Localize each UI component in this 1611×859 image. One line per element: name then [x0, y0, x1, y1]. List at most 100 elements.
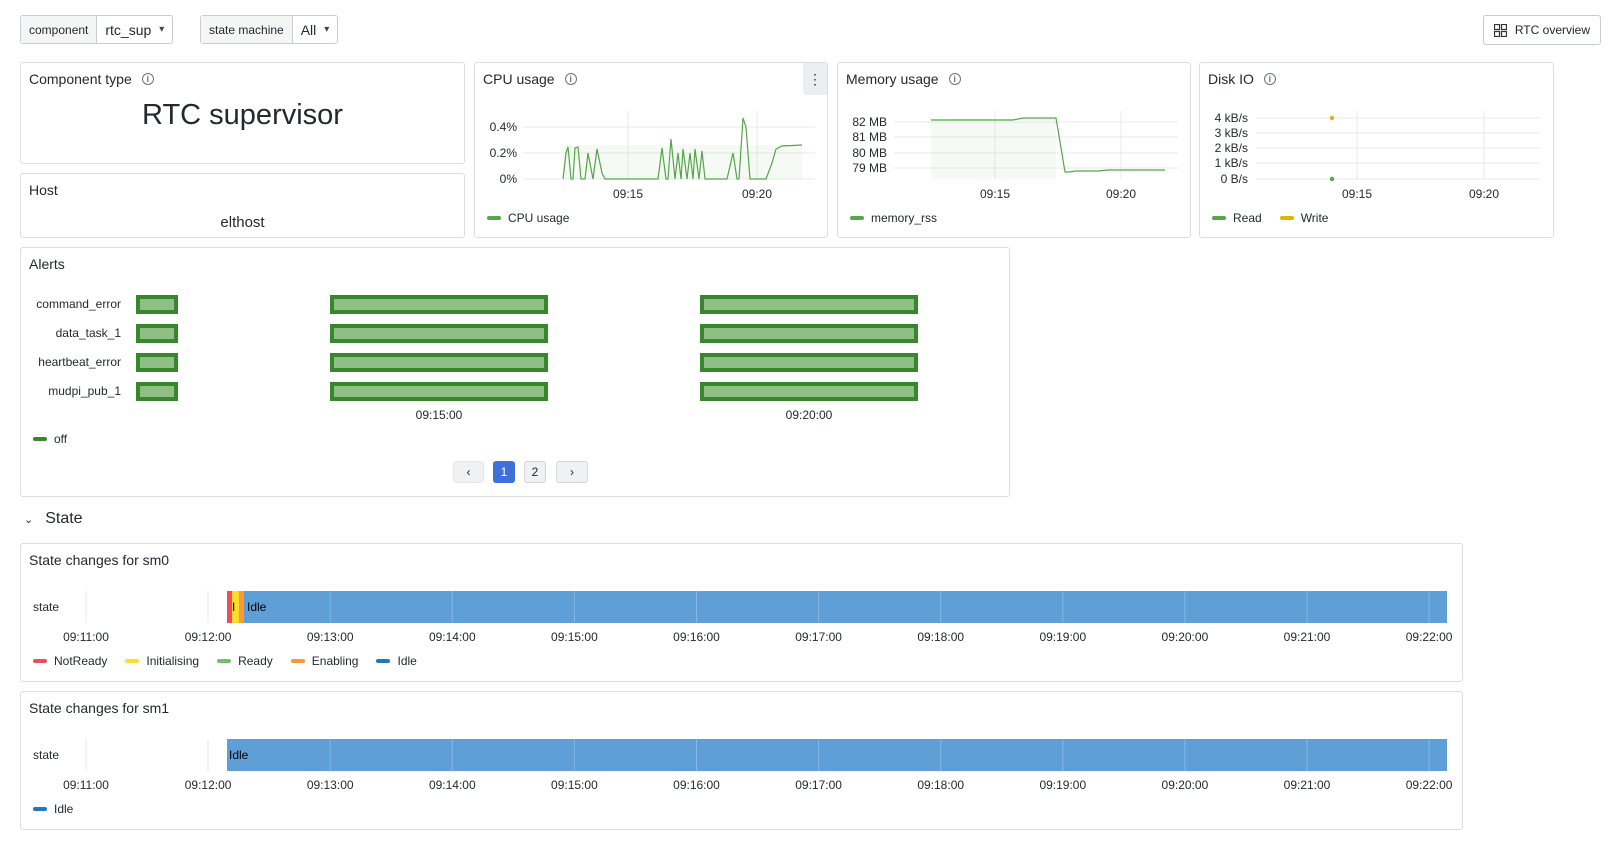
sm0-state-timeline: state I Idle 09:11:00 09:12:00 09:13:00 09:… [33, 591, 1453, 644]
state-section-header[interactable]: ⌄ State [24, 510, 83, 528]
x-tick: 09:22:00 [1406, 778, 1453, 792]
panel-title: Alerts [29, 256, 65, 272]
prev-page-button[interactable]: ‹ [453, 461, 484, 483]
state-segment-notready [227, 591, 232, 623]
state-segment-idle [244, 591, 1447, 623]
component-filter-value[interactable]: rtc_sup ▾ [105, 21, 165, 38]
sm1-state-panel: State changes for sm1 state Idle 09:11:0… [20, 691, 1463, 830]
legend-item[interactable]: Enabling [290, 654, 358, 668]
state-segment-enabling [239, 591, 244, 623]
page-1-button[interactable]: 1 [493, 461, 515, 483]
legend-item[interactable]: off [33, 432, 67, 446]
sm0-state-panel: State changes for sm0 state I Idle 09:11… [20, 543, 1463, 682]
state-segment-idle [227, 739, 1447, 771]
y-tick: 0 B/s [1221, 172, 1248, 186]
state-segment-initialising [232, 591, 239, 623]
chevron-down-icon: ▾ [324, 24, 330, 35]
cpu-usage-panel: CPU usage i ⋮ 0.4% 0.2% 0% 09:15 09:20 CP… [474, 62, 828, 238]
cpu-area-fill [563, 145, 802, 179]
write-point [1329, 115, 1335, 121]
legend-item[interactable]: Idle [376, 654, 417, 668]
component-filter-label: component [21, 16, 98, 43]
memory-legend: memory_rss [850, 211, 937, 225]
x-tick: 09:21:00 [1284, 630, 1331, 644]
x-tick: 09:13:00 [307, 630, 354, 644]
section-title: State [45, 510, 83, 527]
x-tick: 09:13:00 [307, 778, 354, 792]
x-tick: 09:14:00 [429, 778, 476, 792]
component-filter[interactable]: component rtc_sup ▾ [20, 15, 174, 44]
host-value: elthost [220, 214, 265, 231]
y-tick: 82 MB [852, 115, 887, 129]
x-tick: 09:12:00 [185, 630, 232, 644]
x-tick: 09:17:00 [795, 630, 842, 644]
rtc-overview-button[interactable]: RTC overview [1482, 15, 1601, 45]
x-tick: 09:11:00 [63, 778, 109, 792]
legend-item[interactable]: Initialising [125, 654, 199, 668]
legend-item[interactable]: Ready [217, 654, 273, 668]
alert-row-label: heartbeat_error [38, 355, 121, 369]
cpu-chart: 0.4% 0.2% 0% 09:15 09:20 [490, 111, 815, 201]
x-tick: 09:18:00 [917, 630, 964, 644]
state-machine-filter-value[interactable]: All ▾ [300, 21, 330, 38]
disk-io-panel: Disk IO i 4 kB/s 3 kB/s 2 kB/s 1 kB/s 0 B… [1199, 62, 1554, 238]
panel-title: State changes for sm1 [29, 700, 170, 716]
panel-title: State changes for sm0 [29, 552, 170, 568]
sm1-legend: Idle [33, 802, 73, 816]
x-tick: 09:20 [1469, 187, 1499, 201]
x-tick: 09:20:00 [786, 408, 833, 422]
chevron-down-icon: ⌄ [24, 513, 34, 526]
legend-item[interactable]: Idle [33, 802, 73, 816]
memory-series-line [931, 117, 1165, 173]
panel-menu-icon[interactable]: ⋮ [803, 63, 827, 95]
legend-item[interactable]: memory_rss [850, 211, 937, 225]
info-icon[interactable]: i [141, 73, 154, 85]
x-tick: 09:12:00 [185, 778, 232, 792]
state-machine-filter-label: state machine [201, 16, 293, 43]
info-icon[interactable]: i [1263, 73, 1276, 85]
x-tick: 09:20 [742, 187, 772, 201]
x-tick: 09:20:00 [1162, 630, 1209, 644]
disk-chart: 4 kB/s 3 kB/s 2 kB/s 1 kB/s 0 B/s 09:15 … [1215, 111, 1540, 201]
x-tick: 09:19:00 [1039, 778, 1086, 792]
component-type-panel: Component type i RTC supervisor [20, 62, 465, 164]
next-page-button[interactable]: › [556, 461, 588, 483]
x-tick: 09:21:00 [1284, 778, 1331, 792]
y-tick: 0.2% [490, 146, 518, 160]
info-icon[interactable]: i [564, 73, 577, 85]
legend-item[interactable]: Read [1212, 211, 1262, 225]
alert-row-label: mudpi_pub_1 [48, 384, 121, 398]
row-label: state [33, 600, 59, 614]
x-tick: 09:17:00 [795, 778, 842, 792]
info-icon[interactable]: i [948, 73, 961, 85]
alerts-timeline: command_error data_task_1 heartbeat_erro… [36, 295, 918, 422]
host-panel: Host elthost [20, 173, 465, 238]
legend-item[interactable]: NotReady [33, 654, 107, 668]
segment-label: Idle [229, 748, 249, 762]
state-machine-filter[interactable]: state machine All ▾ [200, 15, 339, 44]
panel-title: Disk IO i [1208, 71, 1276, 87]
x-tick: 09:19:00 [1039, 630, 1086, 644]
sm1-state-timeline: state Idle 09:11:00 09:12:00 09:13:00 09:14… [33, 739, 1453, 792]
x-tick: 09:20 [1106, 187, 1136, 201]
y-tick: 0.4% [490, 120, 518, 134]
legend-item[interactable]: Write [1279, 211, 1328, 225]
alert-row-label: data_task_1 [56, 326, 122, 340]
grid-icon [1493, 23, 1507, 37]
y-tick: 81 MB [852, 130, 887, 144]
x-tick: 09:15 [980, 187, 1010, 201]
cpu-series-line [562, 117, 803, 180]
x-tick: 09:18:00 [917, 778, 964, 792]
legend-item[interactable]: CPU usage [487, 211, 569, 225]
x-tick: 09:16:00 [673, 778, 720, 792]
alerts-panel: Alerts command_error data_task_1 heartbe… [20, 247, 1010, 497]
alert-row-label: command_error [36, 297, 121, 311]
x-tick: 09:15:00 [551, 778, 598, 792]
memory-chart: 82 MB 81 MB 80 MB 79 MB 09:15 09:20 [852, 111, 1178, 201]
cpu-legend: CPU usage [487, 211, 569, 225]
page-2-button[interactable]: 2 [524, 461, 546, 483]
row-label: state [33, 748, 59, 762]
x-tick: 09:11:00 [63, 630, 109, 644]
memory-usage-panel: Memory usage i 82 MB 81 MB 80 MB 79 MB 09… [837, 62, 1191, 238]
panel-title: Host [29, 182, 58, 198]
